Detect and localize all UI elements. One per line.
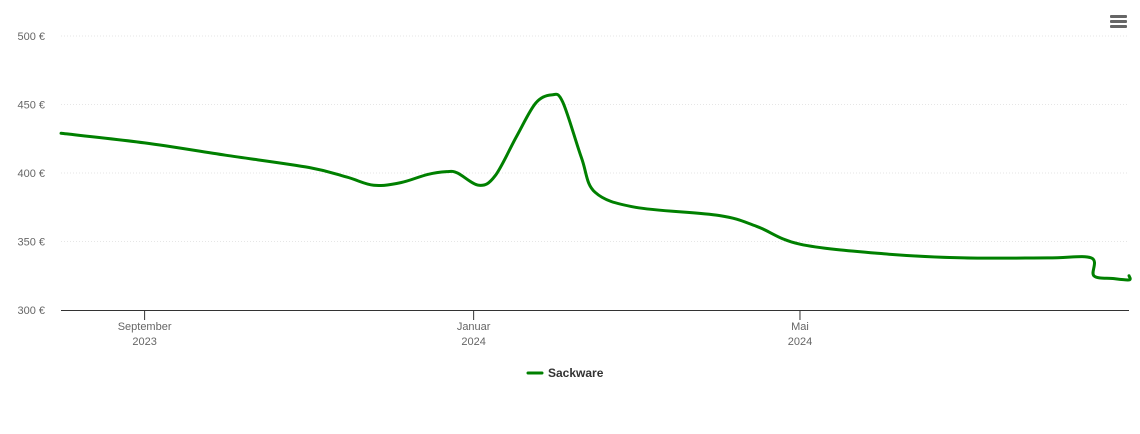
y-tick-label: 300 € <box>17 305 45 317</box>
y-tick-label: 450 € <box>17 100 45 112</box>
y-tick-label: 500 € <box>17 31 45 43</box>
y-axis: 500 € 450 € 400 € 350 € 300 € <box>17 31 45 317</box>
menu-icon-bar <box>1110 15 1127 18</box>
x-tick-label-year: 2024 <box>788 336 812 348</box>
x-tick-label-year: 2024 <box>461 336 485 348</box>
y-tick-label: 350 € <box>17 237 45 249</box>
series-line-sackware <box>59 92 1132 282</box>
y-tick-label: 400 € <box>17 168 45 180</box>
chart-menu-button[interactable] <box>1104 10 1134 34</box>
x-tick-label-month: Mai <box>791 321 809 333</box>
legend-item-label: Sackware <box>548 366 604 380</box>
legend[interactable]: Sackware <box>526 366 604 380</box>
grid-lines <box>61 35 1129 242</box>
series-area <box>59 92 1132 282</box>
x-tick-label-year: 2023 <box>132 336 156 348</box>
x-axis: September 2023 Januar 2024 Mai 2024 <box>61 310 1129 348</box>
x-tick-label-month: September <box>118 321 172 333</box>
menu-icon-bar <box>1110 20 1127 23</box>
menu-icon-bar <box>1110 25 1127 28</box>
x-tick-label-month: Januar <box>457 321 491 333</box>
